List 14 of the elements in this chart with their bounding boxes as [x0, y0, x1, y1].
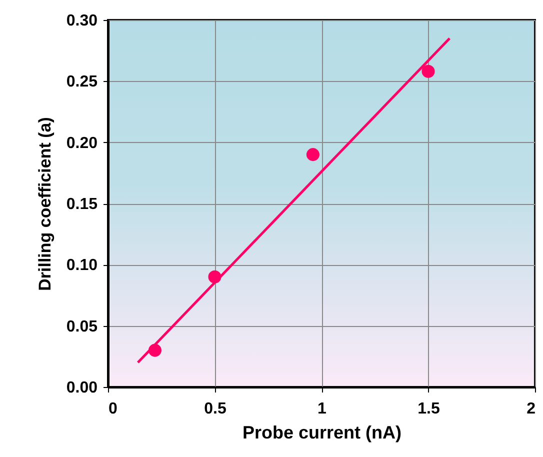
y-tick-label: 0.15 [66, 196, 98, 213]
x-axis-title: Probe current (nA) [242, 422, 402, 442]
y-tick-label: 0.10 [66, 257, 98, 274]
y-axis-title: Drilling coefficient (a) [35, 117, 54, 291]
y-tick-label: 0.30 [66, 12, 98, 30]
y-tick-label: 0.00 [66, 380, 98, 396]
y-tick-label: 0.25 [66, 74, 98, 91]
y-tick-label: 0.20 [66, 134, 98, 152]
x-tick-label: 1 [318, 400, 327, 418]
x-tick-label: 0.5 [204, 400, 226, 418]
y-tick-label: 0.05 [66, 318, 98, 336]
x-tick-label: 1.5 [418, 400, 440, 418]
x-tick-label: 2 [526, 400, 536, 418]
x-tick-label: 0 [108, 400, 118, 418]
